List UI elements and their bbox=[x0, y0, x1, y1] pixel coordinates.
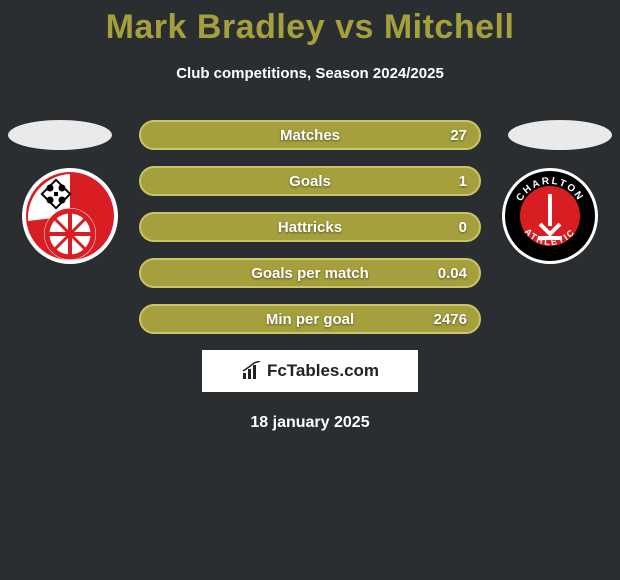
charlton-crest-icon: CHARLTON ATHLETIC bbox=[500, 166, 600, 266]
stat-row: Goals 1 bbox=[139, 166, 481, 196]
stat-label: Matches bbox=[280, 127, 340, 144]
stat-label: Goals bbox=[289, 173, 331, 190]
rotherham-crest-icon bbox=[20, 166, 120, 266]
stat-row: Goals per match 0.04 bbox=[139, 258, 481, 288]
chart-icon bbox=[241, 361, 263, 381]
team-crest-right: CHARLTON ATHLETIC bbox=[500, 166, 600, 266]
stat-value: 0.04 bbox=[438, 265, 467, 282]
stat-label: Goals per match bbox=[251, 265, 369, 282]
date-label: 18 january 2025 bbox=[0, 414, 620, 432]
stat-value: 1 bbox=[459, 173, 467, 190]
team-crest-left bbox=[20, 166, 120, 266]
stat-value: 0 bbox=[459, 219, 467, 236]
comparison-panel: CHARLTON ATHLETIC Matches 27 Goals 1 Hat… bbox=[0, 120, 620, 432]
player-shadow-right bbox=[508, 120, 612, 150]
stat-value: 27 bbox=[450, 127, 467, 144]
branding-badge: FcTables.com bbox=[202, 350, 418, 392]
stat-label: Min per goal bbox=[266, 311, 354, 328]
stat-label: Hattricks bbox=[278, 219, 342, 236]
branding-text: FcTables.com bbox=[267, 361, 379, 381]
stats-list: Matches 27 Goals 1 Hattricks 0 Goals per… bbox=[139, 120, 481, 334]
page-title: Mark Bradley vs Mitchell bbox=[0, 0, 620, 47]
stat-value: 2476 bbox=[434, 311, 467, 328]
stat-row: Matches 27 bbox=[139, 120, 481, 150]
stat-row: Hattricks 0 bbox=[139, 212, 481, 242]
subtitle: Club competitions, Season 2024/2025 bbox=[0, 65, 620, 82]
player-shadow-left bbox=[8, 120, 112, 150]
stat-row: Min per goal 2476 bbox=[139, 304, 481, 334]
